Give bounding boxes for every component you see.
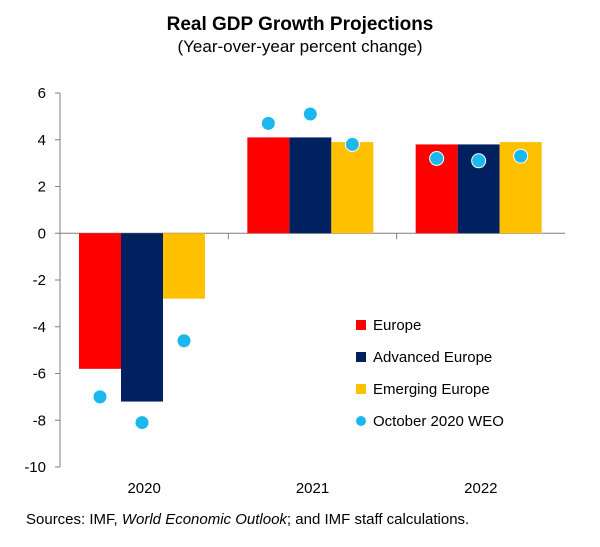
weo-marker (260, 115, 276, 131)
x-tick-label: 2020 (127, 480, 160, 497)
y-tick-label: -8 (33, 412, 46, 429)
legend-marker (356, 416, 366, 426)
bar-advanced-europe-2021 (289, 137, 332, 234)
legend-swatch (356, 352, 366, 362)
bar-europe-2021 (247, 137, 290, 234)
bar-emerging-europe-2021 (331, 142, 374, 234)
weo-marker (429, 150, 445, 166)
weo-marker (134, 415, 150, 431)
legend-label: Advanced Europe (373, 349, 492, 366)
weo-marker (344, 136, 360, 152)
legend: Europe Advanced Europe Emerging Europe Octo… (356, 317, 504, 430)
y-tick-label: 6 (38, 85, 46, 102)
weo-marker (513, 148, 529, 164)
markers (92, 106, 529, 431)
legend-swatch (356, 320, 366, 330)
y-tick-label: -2 (33, 272, 46, 289)
weo-marker (302, 106, 318, 122)
source-suffix: ; and IMF staff calculations. (286, 511, 470, 528)
y-tick-label: 4 (38, 132, 46, 149)
weo-marker (176, 333, 192, 349)
legend-label: Emerging Europe (373, 381, 490, 398)
bar-advanced-europe-2020 (121, 233, 163, 402)
y-tick-label: -4 (33, 319, 46, 336)
source-italic: World Economic Outlook (121, 511, 287, 528)
chart-subtitle: (Year-over-year percent change) (177, 37, 423, 56)
legend-swatch (356, 384, 366, 394)
tick-labels: 6 4 2 0 -2 -4 -6 -8 -10 2020 2021 2022 (24, 85, 497, 497)
y-tick-label: -10 (24, 459, 46, 476)
source-note: Sources: IMF, World Economic Outlook; an… (26, 511, 469, 528)
weo-marker (92, 389, 108, 405)
bar-emerging-europe-2020 (163, 233, 205, 299)
legend-label: Europe (373, 317, 421, 334)
source-prefix: Sources: IMF, (26, 511, 122, 528)
bars (79, 137, 542, 402)
chart-title: Real GDP Growth Projections (166, 14, 434, 35)
x-tick-label: 2022 (464, 480, 497, 497)
y-tick-label: 2 (38, 179, 46, 196)
weo-marker (471, 153, 487, 169)
y-tick-label: 0 (38, 225, 46, 242)
legend-label: October 2020 WEO (373, 413, 504, 430)
y-tick-label: -6 (33, 366, 46, 383)
x-tick-label: 2021 (296, 480, 329, 497)
bar-europe-2020 (79, 233, 121, 369)
